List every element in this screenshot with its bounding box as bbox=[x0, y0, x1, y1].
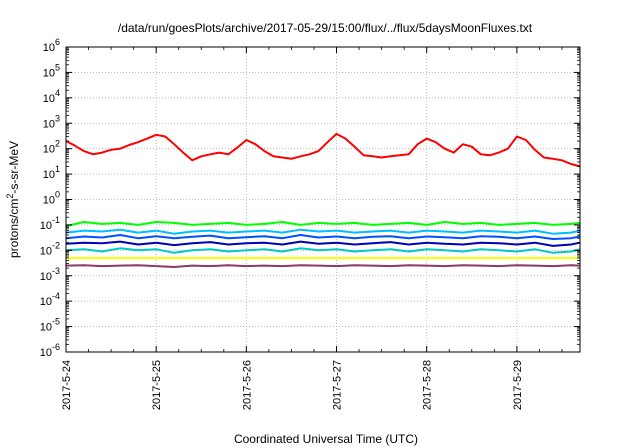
y-tick-exponent: -6 bbox=[52, 342, 60, 352]
y-tick-exponent: -2 bbox=[52, 240, 60, 250]
y-tick-exponent: -1 bbox=[52, 215, 60, 225]
y-tick-base: 10 bbox=[43, 42, 55, 54]
x-tick-label: 2017-5-27 bbox=[332, 360, 344, 410]
y-tick-label: 102 bbox=[43, 139, 60, 156]
y-tick-label: 10-4 bbox=[40, 291, 60, 308]
x-tick-label: 2017-5-24 bbox=[61, 360, 73, 410]
y-tick-label: 10-3 bbox=[40, 266, 60, 283]
x-tick-label: 2017-5-25 bbox=[151, 360, 163, 410]
y-tick-exponent: 2 bbox=[55, 139, 60, 149]
y-axis-title-sup: 2 bbox=[5, 194, 15, 199]
y-tick-exponent: -3 bbox=[52, 266, 60, 276]
y-tick-label: 10-6 bbox=[40, 342, 60, 359]
y-tick-label: 104 bbox=[43, 88, 60, 105]
y-tick-base: 10 bbox=[43, 118, 55, 130]
y-tick-exponent: 0 bbox=[55, 190, 60, 200]
x-axis-title: Coordinated Universal Time (UTC) bbox=[234, 432, 418, 446]
plot-frame bbox=[65, 46, 581, 353]
y-tick-label: 105 bbox=[43, 62, 60, 79]
y-tick-labels: 10-610-510-410-310-210-11001011021031041… bbox=[40, 37, 60, 359]
x-tick-label: 2017-5-29 bbox=[512, 360, 524, 410]
series-line-4 bbox=[65, 234, 581, 240]
y-axis-title-prefix: protons/cm bbox=[7, 199, 21, 258]
y-tick-base: 10 bbox=[43, 195, 55, 207]
y-tick-exponent: 6 bbox=[55, 37, 60, 47]
y-tick-base: 10 bbox=[40, 347, 52, 359]
y-axis-title-suffix: -s-sr-MeV bbox=[7, 141, 21, 194]
y-axis-title: protons/cm2-s-sr-MeV bbox=[5, 141, 21, 258]
axis-ticks bbox=[65, 46, 580, 353]
y-tick-label: 106 bbox=[43, 37, 60, 54]
y-tick-label: 10-2 bbox=[40, 240, 60, 257]
chart-title: /data/run/goesPlots/archive/2017-05-29/1… bbox=[118, 21, 533, 35]
y-tick-base: 10 bbox=[43, 144, 55, 156]
y-tick-base: 10 bbox=[40, 296, 52, 308]
series-line-3 bbox=[65, 228, 581, 235]
y-tick-label: 10-5 bbox=[40, 317, 60, 334]
y-tick-label: 103 bbox=[43, 113, 60, 130]
y-tick-base: 10 bbox=[43, 93, 55, 105]
y-tick-exponent: 1 bbox=[55, 164, 60, 174]
x-tick-label: 2017-5-26 bbox=[241, 360, 253, 410]
y-tick-exponent: 4 bbox=[55, 88, 60, 98]
y-tick-exponent: -4 bbox=[52, 291, 60, 301]
y-tick-base: 10 bbox=[40, 245, 52, 257]
y-tick-label: 101 bbox=[43, 164, 60, 181]
y-tick-base: 10 bbox=[40, 322, 52, 334]
x-tick-label: 2017-5-28 bbox=[422, 360, 434, 410]
series-layer bbox=[65, 132, 581, 268]
y-tick-base: 10 bbox=[40, 271, 52, 283]
y-tick-base: 10 bbox=[43, 169, 55, 181]
series-line-2 bbox=[65, 221, 581, 228]
series-line-1 bbox=[65, 132, 581, 168]
x-tick-labels: 2017-5-24 2017-5-25 2017-5-26 2017-5-27 2017… bbox=[61, 360, 524, 410]
y-tick-base: 10 bbox=[40, 220, 52, 232]
series-line-5 bbox=[65, 240, 581, 247]
grid-lines bbox=[66, 47, 580, 352]
y-tick-exponent: 5 bbox=[55, 62, 60, 72]
y-tick-exponent: 3 bbox=[55, 113, 60, 123]
y-tick-base: 10 bbox=[43, 67, 55, 79]
y-tick-label: 10-1 bbox=[40, 215, 60, 232]
y-tick-label: 100 bbox=[43, 190, 60, 207]
series-line-6 bbox=[65, 247, 581, 254]
series-line-8 bbox=[65, 264, 581, 268]
y-tick-exponent: -5 bbox=[52, 317, 60, 327]
